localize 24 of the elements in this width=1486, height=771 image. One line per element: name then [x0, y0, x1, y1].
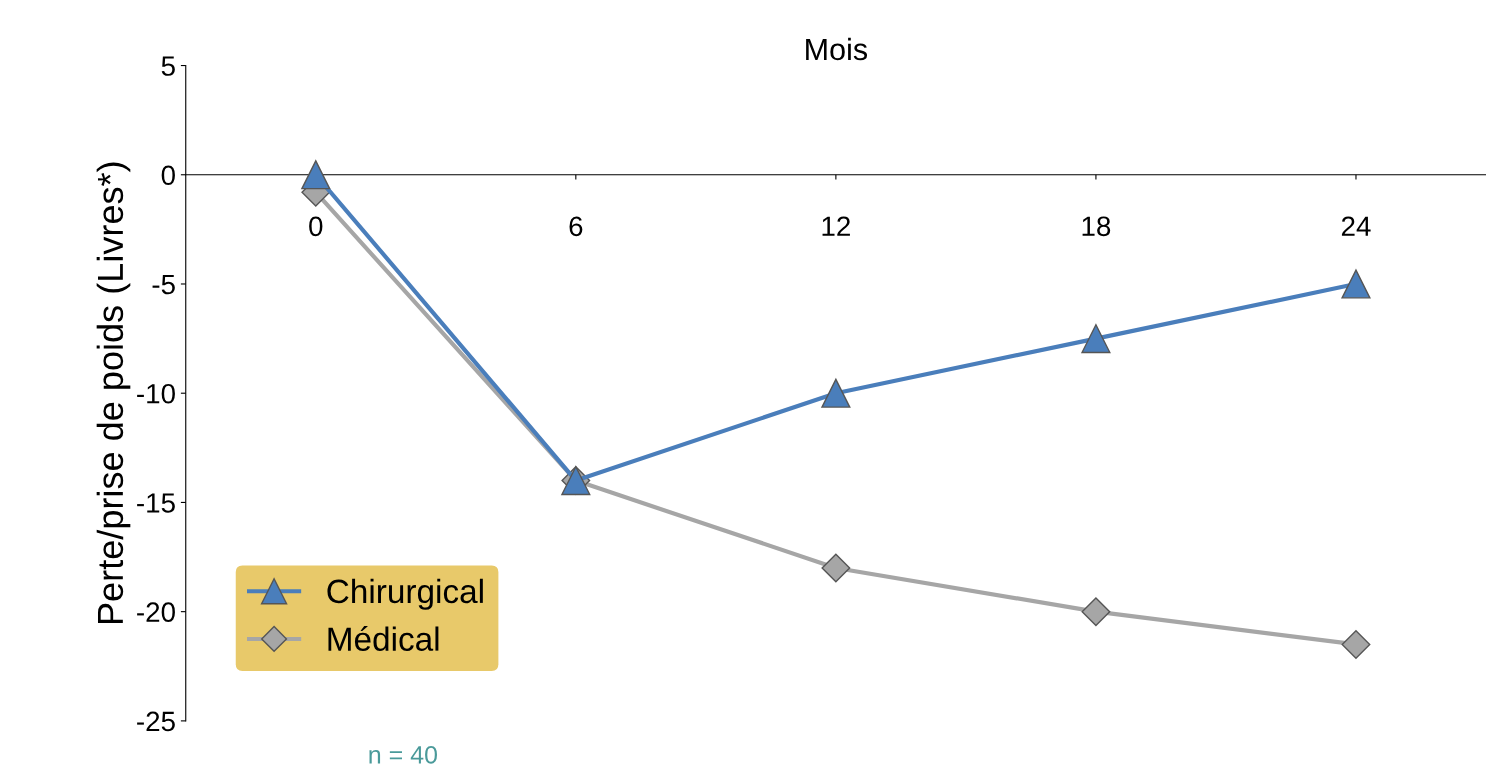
point — [1341, 629, 1371, 659]
x-tick-label: 0 — [309, 216, 323, 237]
y-tick-label: -5 — [152, 274, 175, 295]
text: n = 40 — [369, 745, 438, 764]
point — [1341, 269, 1371, 299]
legend-label: Chirurgical — [327, 578, 483, 610]
y-tick-label: -15 — [137, 493, 175, 513]
y-tick-label: -20 — [137, 602, 175, 622]
point — [821, 553, 851, 583]
y-tick-label: 5 — [161, 56, 175, 76]
x-tick-label: 12 — [822, 216, 850, 236]
x-tick-label: 6 — [569, 216, 583, 237]
x-tick-label: 18 — [1082, 216, 1111, 237]
point — [301, 160, 331, 190]
y-tick-label: -10 — [137, 383, 175, 404]
point — [1081, 324, 1111, 354]
x-tick-label: 24 — [1341, 216, 1371, 236]
y-tick-label: 0 — [161, 165, 175, 186]
y-axis-title: Perte/prise de poids (Livres*) — [96, 162, 131, 624]
x-axis-title: Mois — [806, 37, 868, 61]
y-tick-label: -25 — [137, 711, 175, 732]
point — [1081, 597, 1111, 627]
point — [821, 378, 851, 408]
legend-label: Médical — [328, 626, 439, 651]
